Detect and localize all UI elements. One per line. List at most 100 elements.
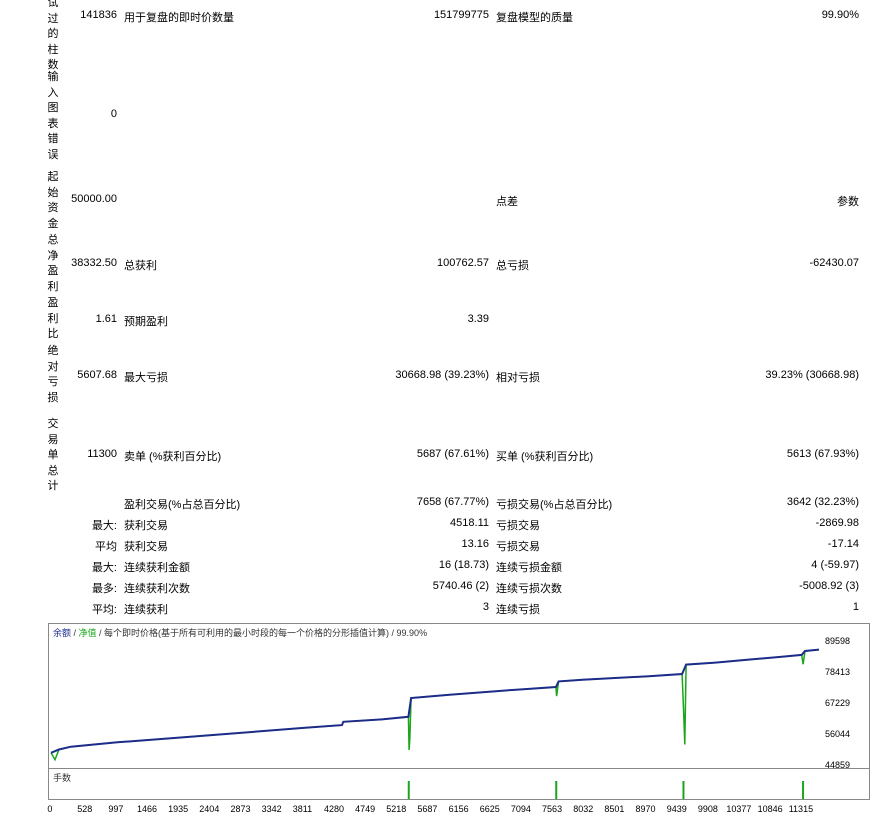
chart-errors-value: 0: [110, 108, 117, 120]
x-tick-label: 4749: [355, 804, 376, 814]
x-tick-label: 8970: [635, 804, 656, 814]
x-tick-label: 1466: [136, 804, 158, 814]
average-consecutive-losses-label: 连续亏损: [496, 604, 540, 616]
largest-profit-label: 获利交易: [124, 520, 168, 532]
sub-row-prefix: 最多:: [91, 583, 117, 595]
balance-chart: 余额 / 净值 / 每个即时价格(基于所有可利用的最小时段的每一个价格的分形插值…: [48, 623, 870, 769]
x-tick-label: 9908: [697, 804, 718, 814]
spread-label: 点差: [496, 196, 518, 208]
maximal-consecutive-loss-value: -5008.92 (3): [799, 580, 859, 592]
x-tick-label: 2404: [199, 804, 220, 814]
x-tick-label: 528: [77, 804, 93, 814]
average-consecutive-wins-label: 连续获利: [124, 604, 168, 616]
largest-loss-label: 亏损交易: [496, 520, 540, 532]
short-positions-value: 5687 (67.61%): [416, 448, 489, 460]
relative-drawdown-label: 相对亏损: [496, 372, 540, 384]
short-positions-label: 卖单 (%获利百分比): [124, 451, 222, 463]
y-tick-label: 56044: [824, 729, 850, 740]
x-tick-label: 7094: [510, 804, 531, 814]
volume-chart: 手数: [48, 768, 870, 800]
net-profit-value: 38332.50: [71, 257, 117, 269]
max-consecutive-wins-value: 16 (18.73): [438, 559, 489, 571]
balance-line: [50, 648, 820, 754]
max-consecutive-losses-value: 4 (-59.97): [811, 559, 859, 571]
y-tick-label: 89598: [824, 636, 850, 647]
balance-chart-svg: [50, 648, 820, 762]
chart-legend: 余额 / 净值 / 每个即时价格(基于所有可利用的最小时段的每一个价格的分形插值…: [53, 626, 427, 639]
x-tick-label: 11315: [788, 804, 814, 814]
y-tick-label: 67229: [824, 698, 850, 709]
x-tick-label: 6625: [479, 804, 500, 814]
loss-trades-label: 亏损交易(%占总百分比): [496, 499, 613, 511]
sub-row-prefix: 平均: [95, 541, 117, 553]
relative-drawdown-value: 39.23% (30668.98): [765, 369, 859, 381]
label-net-profit: 总净盈利: [47, 234, 59, 293]
profit-factor-value: 1.61: [95, 313, 117, 325]
x-tick-label: 7563: [542, 804, 563, 814]
x-tick-label: 6156: [448, 804, 469, 814]
ticks-count-label: 用于复盘的即时价数量: [124, 12, 234, 24]
x-tick-label: 2873: [230, 804, 251, 814]
max-consecutive-wins-label: 连续获利金额: [124, 562, 190, 574]
sub-row-prefix: 最大:: [91, 562, 117, 574]
average-consecutive-losses-value: 1: [852, 601, 859, 613]
label-absolute-drawdown: 绝对亏损: [47, 345, 59, 404]
x-tick-label: 1935: [168, 804, 189, 814]
average-profit-label: 获利交易: [124, 541, 168, 553]
x-tick-label: 0: [47, 804, 53, 814]
label-chart-errors: 输入图表错误: [47, 71, 59, 161]
total-trades-value: 11300: [87, 448, 117, 460]
legend-equity: 净值: [78, 628, 97, 638]
maximal-drawdown-label: 最大亏损: [124, 372, 168, 384]
model-quality-label: 复盘模型的质量: [496, 12, 573, 24]
x-tick-label: 8032: [573, 804, 594, 814]
absolute-drawdown-value: 5607.68: [77, 369, 117, 381]
gross-profit-label: 总获利: [124, 260, 157, 272]
maximal-consecutive-profit-value: 5740.46 (2): [432, 580, 489, 592]
legend-balance: 余额: [53, 628, 72, 638]
maximal-consecutive-loss-label: 连续亏损次数: [496, 583, 562, 595]
x-tick-label: 9439: [666, 804, 687, 814]
equity-line: [50, 648, 820, 762]
x-tick-label: 10377: [726, 804, 752, 814]
label-profit-factor: 盈利比: [47, 297, 59, 340]
initial-deposit-value: 50000.00: [71, 193, 117, 205]
bars-value: 141836: [80, 9, 117, 21]
label-initial-deposit: 起始资金: [47, 171, 59, 230]
largest-loss-value: -2869.98: [815, 517, 859, 529]
maximal-drawdown-value: 30668.98 (39.23%): [395, 369, 489, 381]
profit-trades-label: 盈利交易(%占总百分比): [124, 499, 241, 511]
ticks-count-value: 151799775: [433, 9, 489, 21]
average-loss-value: -17.14: [827, 538, 859, 550]
x-tick-label: 5218: [386, 804, 407, 814]
x-tick-label: 3342: [261, 804, 282, 814]
average-loss-label: 亏损交易: [496, 541, 540, 553]
label-bars-tested: 试过的柱数: [47, 0, 59, 71]
sub-row-prefix: 平均:: [91, 604, 117, 616]
long-positions-label: 买单 (%获利百分比): [496, 451, 594, 463]
largest-profit-value: 4518.11: [450, 517, 489, 529]
gross-profit-value: 100762.57: [437, 257, 489, 269]
legend-description: / 每个即时价格(基于所有可利用的最小时段的每一个价格的分形插值计算) / 99…: [96, 628, 428, 638]
x-tick-label: 10846: [757, 804, 783, 814]
gross-loss-value: -62430.07: [809, 257, 859, 269]
spread-value: 参数: [837, 196, 859, 208]
x-tick-label: 3811: [292, 804, 313, 814]
volume-label: 手数: [53, 773, 72, 783]
y-tick-label: 44859: [824, 760, 850, 770]
expected-payoff-label: 预期盈利: [124, 316, 168, 328]
x-tick-label: 5687: [417, 804, 438, 814]
expected-payoff-value: 3.39: [467, 313, 489, 325]
legend-separator: /: [71, 628, 79, 638]
x-tick-label: 4280: [323, 804, 344, 814]
average-profit-value: 13.16: [461, 538, 489, 550]
x-tick-label: 8501: [604, 804, 625, 814]
label-total-trades: 交易单总计: [47, 418, 59, 492]
x-tick-label: 997: [108, 804, 124, 814]
y-tick-label: 78413: [824, 667, 850, 678]
loss-trades-value: 3642 (32.23%): [786, 496, 859, 508]
long-positions-value: 5613 (67.93%): [786, 448, 859, 460]
gross-loss-label: 总亏损: [496, 260, 529, 272]
maximal-consecutive-profit-label: 连续获利次数: [124, 583, 190, 595]
model-quality-value: 99.90%: [821, 9, 859, 21]
